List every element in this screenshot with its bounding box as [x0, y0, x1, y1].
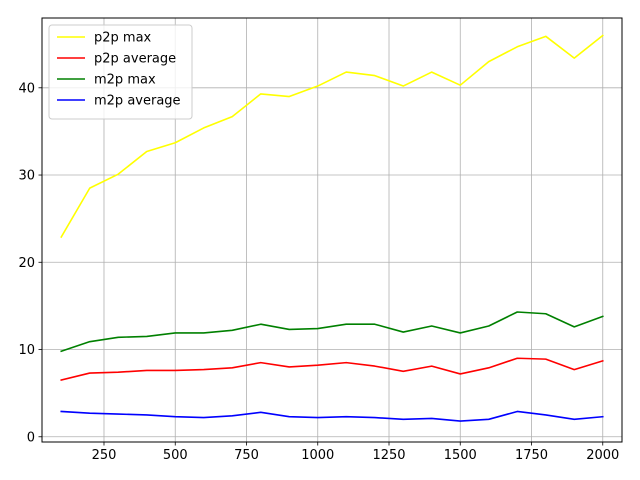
legend-label: p2p average — [94, 52, 176, 67]
x-tick-label: 1000 — [301, 448, 334, 463]
y-tick-label: 0 — [27, 430, 35, 445]
y-tick-label: 10 — [18, 343, 35, 358]
y-tick-label: 20 — [18, 256, 35, 271]
series-line-1 — [60, 357, 604, 382]
legend-box — [48, 24, 193, 120]
legend-label: p2p max — [94, 31, 152, 46]
plot-frame — [41, 17, 623, 443]
x-tick-label: 1500 — [444, 448, 477, 463]
x-tick-label: 2000 — [586, 448, 619, 463]
legend: p2p max p2p average m2p max m2p average — [48, 24, 193, 120]
x-tick-label: 750 — [234, 448, 259, 463]
legend-label: m2p max — [94, 73, 156, 88]
y-tick-label: 40 — [18, 81, 35, 96]
x-tick-label: 1750 — [515, 448, 548, 463]
y-tick-label: 30 — [18, 169, 35, 184]
x-tick-label: 250 — [92, 448, 117, 463]
series-line-2 — [60, 311, 604, 353]
x-tick-label: 1250 — [372, 448, 405, 463]
x-tick-label: 500 — [163, 448, 188, 463]
series-line-3 — [60, 410, 604, 422]
axis-ticks: 250 500 750 1000 1250 1500 1750 2000 0 10 20 30 40 — [18, 81, 619, 463]
series-lines — [60, 34, 604, 422]
series-line-0 — [60, 34, 604, 239]
legend-label: m2p average — [94, 94, 181, 109]
grid — [42, 18, 622, 442]
